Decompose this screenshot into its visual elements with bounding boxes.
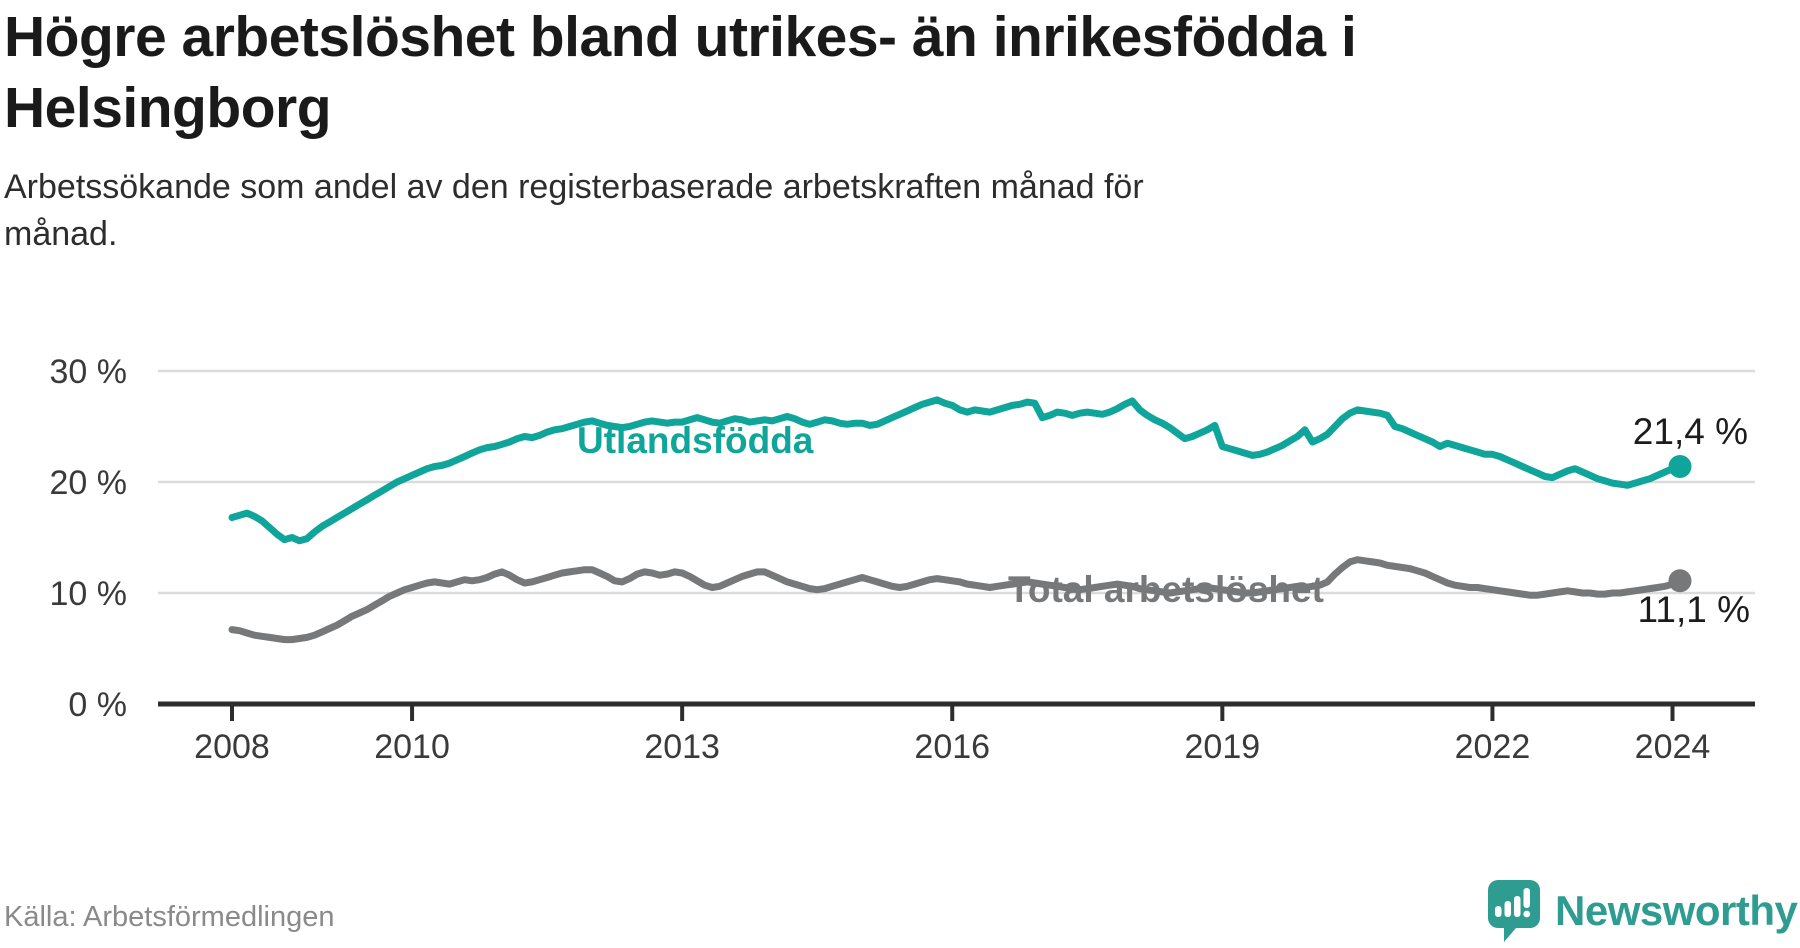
exclamation-dot	[1523, 910, 1531, 918]
x-tick-label-2024: 2024	[1635, 728, 1711, 766]
series-line-utlandsfodda	[228, 396, 1684, 545]
x-tick-label-2010: 2010	[374, 728, 450, 766]
end-value-label-total-arbetsloshet: 11,1 %	[1638, 589, 1750, 630]
x-tick-label-2016: 2016	[914, 728, 990, 766]
chart-subtitle-line-1: Arbetssökande som andel av den registerb…	[4, 168, 1144, 206]
end-value-label-utlandsfodda: 21,4 %	[1633, 411, 1748, 452]
y-tick-label-30: 30 %	[50, 353, 128, 391]
bar-small	[1495, 906, 1502, 917]
y-tick-label-10: 10 %	[50, 575, 128, 613]
y-tick-label-20: 20 %	[50, 464, 128, 502]
source-note: Källa: Arbetsförmedlingen	[4, 901, 335, 933]
newsworthy-logo: Newsworthy	[1486, 878, 1798, 944]
series-endpoint-dot-total-arbetsloshet	[1668, 569, 1692, 593]
series-label-utlandsfodda: Utlandsfödda	[577, 420, 814, 461]
page-title-line-1: Högre arbetslöshet bland utrikes- än inr…	[4, 5, 1357, 69]
newsworthy-wordmark: Newsworthy	[1555, 887, 1798, 934]
chart-subtitle-line-2: månad.	[4, 215, 118, 253]
x-tick-label-2013: 2013	[644, 728, 720, 766]
series-line-total-arbetsloshet	[228, 556, 1684, 644]
series-label-total-arbetsloshet: Total arbetslöshet	[1008, 569, 1324, 610]
chart-subtitle: Arbetssökande som andel av den registerb…	[4, 164, 1144, 258]
x-tick-label-2022: 2022	[1455, 728, 1531, 766]
x-tick-label-2008: 2008	[194, 728, 270, 766]
page-title: Högre arbetslöshet bland utrikes- än inr…	[4, 2, 1357, 144]
newsworthy-speech-bubble-chart-icon	[1488, 880, 1540, 942]
x-tick-label-2019: 2019	[1185, 728, 1261, 766]
series-endpoint-dot-utlandsfodda	[1668, 454, 1692, 478]
bar-large	[1514, 896, 1521, 917]
y-tick-label-0: 0 %	[68, 686, 127, 724]
exclamation-bar	[1523, 888, 1530, 908]
page-title-line-2: Helsingborg	[4, 76, 332, 140]
bar-medium	[1504, 901, 1511, 917]
